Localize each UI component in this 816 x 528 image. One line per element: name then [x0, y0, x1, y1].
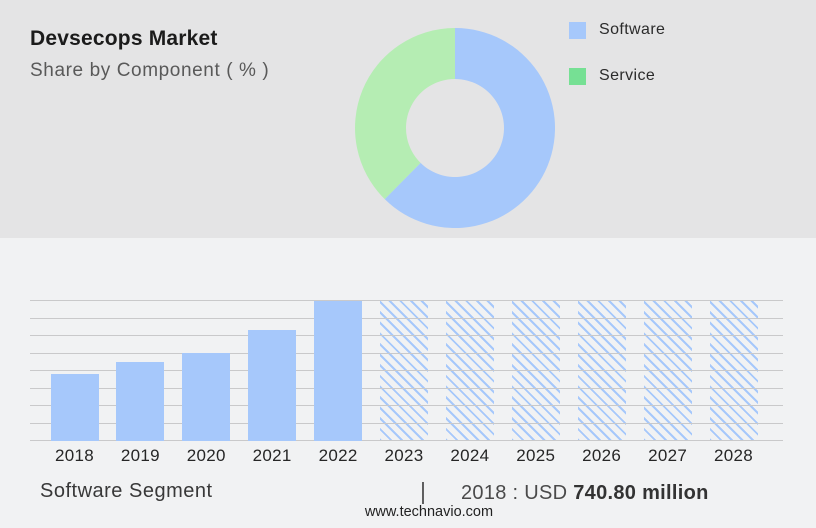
donut-chart — [355, 28, 555, 228]
gridline — [30, 405, 783, 406]
gridline — [30, 422, 783, 424]
legend-item-service: Service — [569, 67, 665, 85]
bar-chart: 2018 2019 2020 2021 2022 2023 2024 2025 2026 2027… — [30, 300, 783, 465]
gridline — [30, 300, 783, 301]
highlight-value-group: | 2018 : USD 740.80 million — [420, 478, 709, 505]
bar-forecast-2025 — [511, 301, 560, 441]
gridline — [30, 352, 783, 354]
legend-label-service: Service — [599, 67, 656, 84]
gridline — [30, 317, 783, 319]
x-tick-label-2022: 2022 — [318, 446, 358, 465]
donut-slice-service — [355, 28, 455, 200]
legend-label-software: Software — [599, 21, 666, 38]
gridline — [30, 370, 783, 371]
x-tick-label-2027: 2027 — [648, 446, 688, 465]
x-tick-label-2023: 2023 — [384, 446, 424, 465]
segment-label: Software Segment — [40, 480, 213, 502]
software-swatch-icon — [569, 21, 586, 39]
legend: Software Service — [569, 21, 665, 85]
value-prefix: 2018 : USD — [460, 482, 568, 504]
bar-2022 — [314, 301, 363, 441]
bar-section: 2018 2019 2020 2021 2022 2023 2024 2025 2026 2027… — [0, 238, 816, 528]
donut-slice-software — [384, 28, 555, 228]
x-tick-label-2021: 2021 — [252, 446, 292, 465]
x-tick-label-2026: 2026 — [582, 446, 622, 465]
separator-bar: | — [420, 478, 426, 504]
bar-forecast-2026 — [577, 301, 626, 441]
x-tick-label-2025: 2025 — [516, 446, 556, 465]
value-2018: 2018 : USD 740.80 million — [461, 482, 709, 505]
x-tick-label-2028: 2028 — [713, 446, 754, 465]
bar-forecast-2028 — [709, 301, 758, 441]
value-bold: 740.80 million — [573, 482, 709, 504]
page-title: Devsecops Market — [30, 27, 218, 50]
bar-forecast-2023 — [380, 301, 428, 441]
x-tick-label-2020: 2020 — [186, 446, 226, 465]
bar-forecast-2024 — [445, 301, 494, 441]
donut-section: Devsecops Market Share by Component ( % … — [0, 0, 816, 238]
bar-2021 — [248, 330, 297, 441]
x-tick-label-2024: 2024 — [450, 446, 490, 465]
title-block: Devsecops Market Share by Component ( % … — [30, 26, 269, 82]
x-tick-label-2019: 2019 — [120, 446, 160, 465]
page-subtitle: Share by Component ( % ) — [30, 60, 270, 81]
website-url: www.technavio.com — [364, 504, 494, 520]
x-tick-label-2018: 2018 — [54, 446, 95, 465]
service-swatch-icon — [569, 67, 586, 85]
bar-2020 — [182, 353, 231, 441]
donut-svg — [355, 28, 555, 228]
gridline — [30, 335, 783, 336]
gridline — [30, 387, 783, 389]
bar-2019 — [116, 362, 165, 441]
bar-2018 — [50, 374, 99, 441]
x-axis-line — [30, 440, 783, 441]
legend-item-software: Software — [569, 21, 665, 39]
bar-forecast-2027 — [643, 301, 692, 441]
